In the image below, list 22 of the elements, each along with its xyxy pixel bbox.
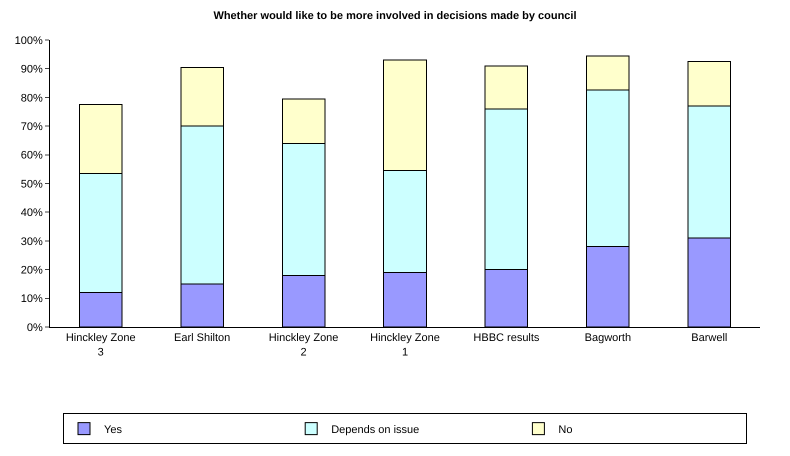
y-tick-label: 20% [20,264,44,276]
x-tick-label: HBBC results [473,332,540,344]
y-tick-label: 10% [20,293,44,306]
x-tick-label: Hinckley Zone 1 [370,332,440,358]
x-tick-label: Barwell [691,332,728,344]
x-tick-label: Bagworth [584,332,632,344]
legend-label: No [558,424,572,436]
y-tick-label: 70% [20,120,44,133]
x-tick-label: Hinckley Zone 2 [268,332,338,358]
y-tick-label: 50% [20,178,44,190]
y-tick-label: 90% [20,64,44,76]
x-tick-label: Hinckley Zone 3 [66,332,136,358]
y-tick-label: 60% [20,150,44,162]
legend-label: Depends on issue [331,424,420,436]
legend-label: Yes [104,424,122,436]
y-tick-label: 100% [14,34,44,47]
x-tick-label: Earl Shilton [174,332,230,344]
y-tick-label: 0% [26,322,44,334]
y-tick-label: 80% [20,92,44,104]
y-tick-label: 40% [20,207,44,220]
y-tick-label: 30% [20,236,44,248]
chart-title: Whether would like to be more involved in decisions made by council [213,10,577,22]
